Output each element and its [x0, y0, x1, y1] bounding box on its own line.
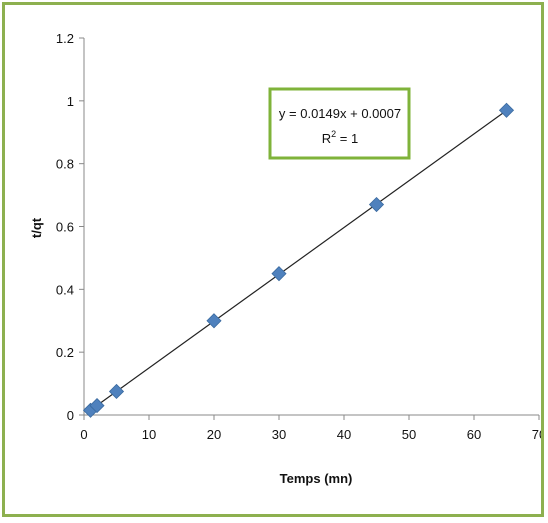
x-tick-label: 0	[80, 427, 87, 442]
data-point	[206, 313, 222, 329]
x-tick-label: 60	[467, 427, 481, 442]
trendline-equation: y = 0.0149x + 0.0007	[279, 106, 401, 121]
y-tick-label: 1	[67, 94, 74, 109]
trendline	[90, 110, 507, 411]
y-axis-title: t/qt	[29, 217, 44, 238]
r-squared-superscript: 2	[331, 129, 336, 139]
equation-box: y = 0.0149x + 0.0007 R2 = 1	[268, 87, 411, 160]
y-tick-label: 0.8	[56, 157, 74, 172]
r-squared-value: = 1	[336, 131, 358, 146]
data-point	[498, 102, 515, 118]
x-tick-label: 30	[272, 427, 286, 442]
x-tick-label: 10	[142, 427, 156, 442]
y-tick-label: 0.2	[56, 345, 74, 360]
data-point	[368, 196, 385, 213]
y-tick-label: 0.4	[56, 282, 74, 297]
y-tick-label: 0	[67, 408, 74, 423]
x-tick-label: 20	[207, 427, 221, 442]
y-tick-label: 1.2	[56, 31, 74, 46]
r-squared-label: R2 = 1	[322, 129, 358, 146]
chart-plot: 0 10 20 30 40 50 60 70 0 0.2 0.4 0.6 0.8 1 1.2 y = 0.0…	[29, 31, 546, 486]
x-tick-label: 50	[402, 427, 416, 442]
data-point	[89, 398, 105, 414]
chart-frame: 0 10 20 30 40 50 60 70 0 0.2 0.4 0.6 0.8 1 1.2 y = 0.0…	[2, 2, 546, 517]
r-squared-symbol: R	[322, 131, 331, 146]
x-axis-title: Temps (mn)	[280, 471, 353, 486]
x-tick-label: 70	[532, 427, 541, 442]
x-tick-label: 40	[337, 427, 351, 442]
data-point	[271, 266, 287, 282]
data-point	[108, 383, 125, 400]
y-tick-label: 0.6	[56, 220, 74, 235]
